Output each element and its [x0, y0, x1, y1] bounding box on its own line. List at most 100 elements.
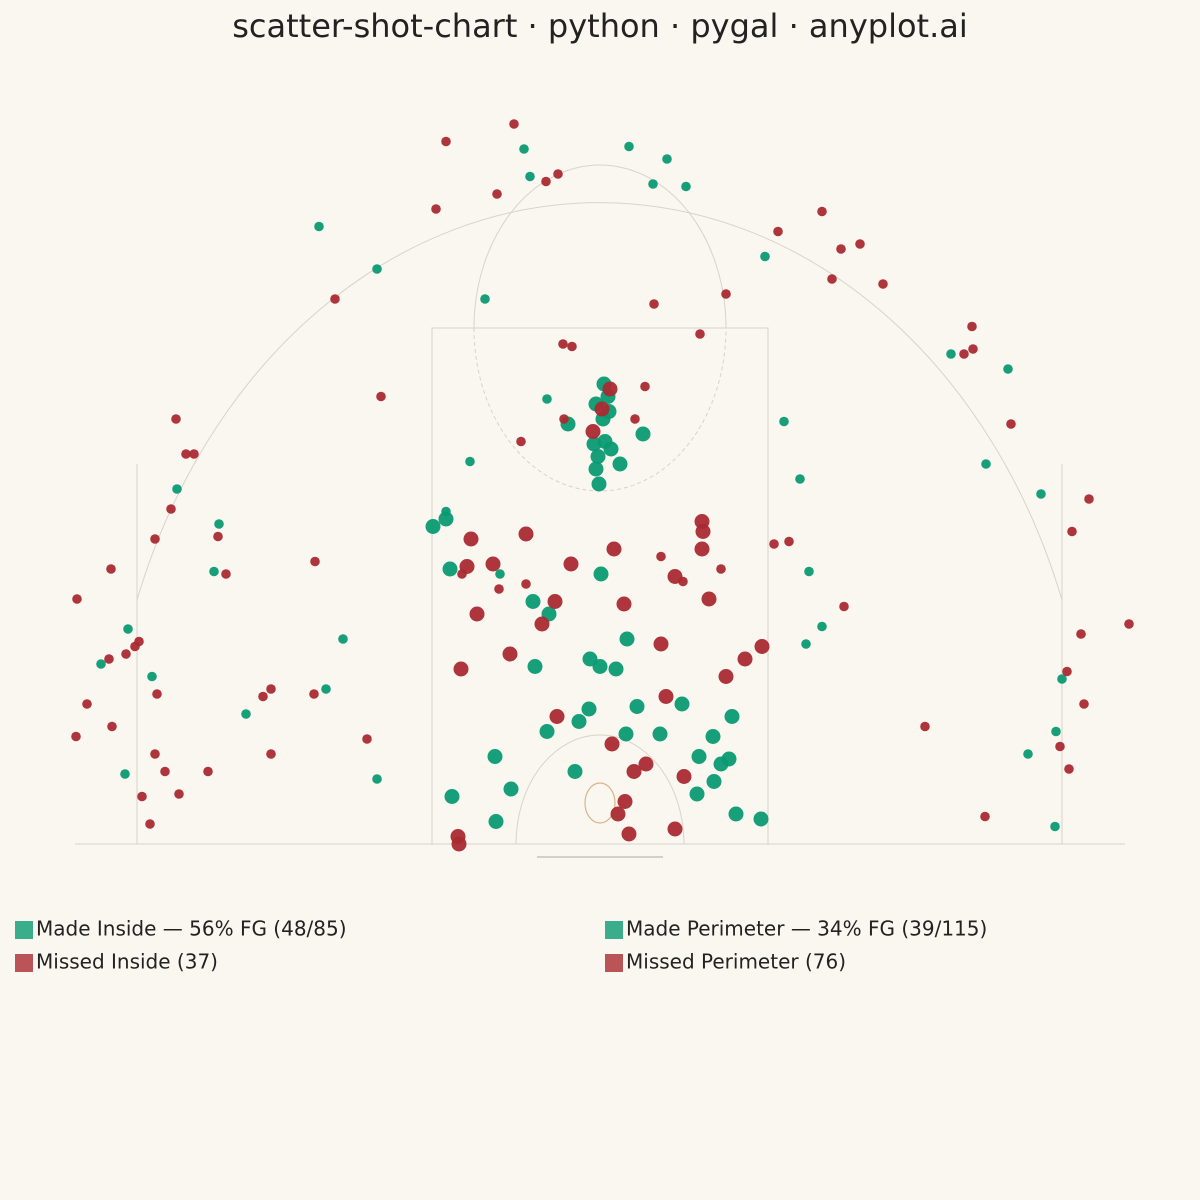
shot-point: [618, 726, 634, 742]
shot-point: [691, 749, 707, 764]
shot-point: [525, 171, 535, 182]
shot-point: [209, 566, 219, 577]
shot-point: [1062, 666, 1072, 677]
shot-point: [549, 709, 565, 724]
shot-point: [718, 669, 734, 684]
shot-point: [150, 534, 160, 544]
shot-point: [431, 204, 441, 214]
chart-title: scatter-shot-chart · python · pygal · an…: [232, 7, 968, 45]
shot-point: [72, 594, 82, 604]
shot-point: [553, 169, 563, 179]
shot-point: [629, 699, 645, 714]
shot-point: [104, 654, 114, 664]
shot-point: [453, 661, 469, 677]
shot-point: [1124, 619, 1134, 629]
shot-point: [878, 279, 888, 289]
shot-point: [258, 691, 268, 702]
shot-point: [451, 836, 467, 852]
shot-point: [525, 594, 541, 609]
legend-label: Made Perimeter — 34% FG (39/115): [626, 917, 987, 941]
shot-point: [521, 579, 531, 589]
shot-point: [266, 684, 276, 694]
shot-point: [107, 721, 117, 732]
shot-point: [662, 154, 672, 164]
shot-point: [694, 541, 710, 557]
shot-point: [123, 624, 133, 634]
shot-point: [610, 806, 626, 822]
shot-point: [946, 349, 956, 359]
shot-point: [705, 729, 721, 744]
shot-point: [321, 684, 331, 694]
shot-point: [1057, 674, 1067, 684]
free-throw-circle: [473, 164, 727, 329]
shot-point: [608, 661, 624, 677]
shot-point: [658, 689, 674, 704]
shot-point: [213, 531, 223, 542]
shot-point: [152, 689, 162, 699]
shot-point: [372, 264, 382, 274]
legend-swatch: [605, 921, 623, 939]
shot-point: [836, 244, 846, 254]
shot-point: [541, 176, 551, 187]
shot-point: [189, 449, 199, 459]
shot-point: [753, 811, 769, 827]
legend-label: Made Inside — 56% FG (48/85): [36, 917, 347, 941]
shot-point: [624, 141, 634, 152]
shot-point: [485, 556, 501, 572]
shot-point: [769, 539, 779, 549]
shot-point: [487, 749, 503, 764]
shot-point: [737, 651, 753, 667]
shot-point: [619, 631, 635, 647]
shot-point: [681, 181, 691, 192]
shot-point: [855, 239, 865, 249]
shot-point: [539, 724, 555, 739]
shot-point: [630, 414, 640, 424]
shot-point: [839, 601, 849, 612]
court: [75, 164, 1125, 858]
paint: [431, 327, 769, 845]
shot-point: [145, 819, 155, 829]
shot-point: [480, 294, 490, 304]
shot-point: [594, 401, 610, 417]
shot-point: [338, 634, 348, 644]
shot-point: [1055, 741, 1065, 752]
shot-point: [656, 551, 666, 562]
series-points: [96, 141, 1067, 832]
series-points: [450, 381, 770, 852]
shot-point: [425, 519, 441, 534]
shot-point: [71, 731, 81, 742]
shot-point: [588, 461, 604, 477]
shot-point: [602, 381, 618, 397]
shot-point: [203, 766, 213, 777]
shot-point: [1076, 629, 1086, 639]
shot-point: [547, 594, 563, 609]
shot-point: [1023, 749, 1033, 759]
shot-point: [773, 226, 783, 237]
series-points: [425, 376, 769, 829]
shot-point: [82, 699, 92, 709]
shot-point: [120, 769, 130, 779]
shot-point: [567, 764, 583, 779]
shot-point: [603, 441, 619, 457]
shot-point: [592, 659, 608, 674]
shot-point: [172, 484, 182, 494]
shot-point: [563, 556, 579, 572]
shot-point: [121, 649, 131, 659]
shot-point: [171, 414, 181, 424]
shot-point: [724, 709, 740, 724]
shot-point: [1067, 526, 1077, 537]
shot-point: [558, 339, 568, 349]
shot-point: [706, 774, 722, 789]
legend-label: Missed Inside (37): [36, 950, 218, 974]
shot-point: [648, 179, 658, 189]
shot-point: [795, 474, 805, 484]
shot-point: [463, 531, 479, 547]
shot-point: [214, 519, 224, 529]
legend-swatch: [15, 954, 33, 972]
shot-point: [567, 341, 577, 352]
shot-point: [559, 414, 569, 424]
restricted-area: [515, 734, 685, 845]
shot-point: [617, 794, 633, 809]
shot-point: [784, 536, 794, 547]
shot-point: [518, 526, 534, 542]
